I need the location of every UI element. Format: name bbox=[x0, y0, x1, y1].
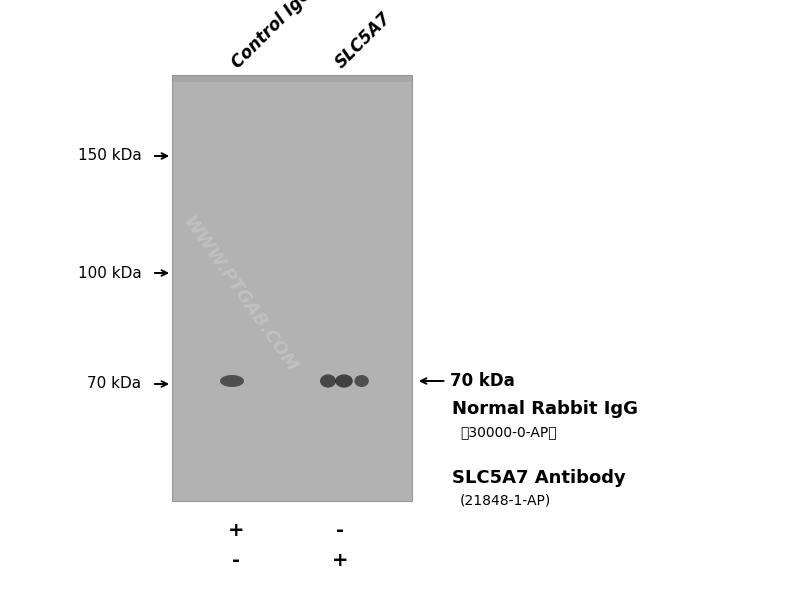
Text: SLC5A7 Antibody: SLC5A7 Antibody bbox=[452, 469, 626, 487]
Bar bbox=[172, 75, 412, 501]
Text: Normal Rabbit IgG: Normal Rabbit IgG bbox=[452, 400, 638, 418]
Text: -: - bbox=[232, 551, 240, 571]
Text: (21848-1-AP): (21848-1-AP) bbox=[460, 494, 551, 508]
Ellipse shape bbox=[320, 374, 336, 388]
Text: 70 kDa: 70 kDa bbox=[450, 372, 515, 390]
Ellipse shape bbox=[335, 374, 353, 388]
Text: -: - bbox=[336, 521, 344, 541]
Text: SLC5A7: SLC5A7 bbox=[332, 9, 395, 72]
Text: 70 kDa: 70 kDa bbox=[87, 377, 142, 391]
Ellipse shape bbox=[220, 375, 244, 387]
Text: WWW.PTGAB.COM: WWW.PTGAB.COM bbox=[179, 212, 301, 376]
Text: +: + bbox=[332, 551, 348, 571]
Text: Control IgG: Control IgG bbox=[228, 0, 316, 72]
Text: 150 kDa: 150 kDa bbox=[78, 148, 142, 163]
Ellipse shape bbox=[354, 375, 369, 387]
Text: +: + bbox=[228, 521, 244, 541]
Bar bbox=[172, 75, 412, 82]
Text: 100 kDa: 100 kDa bbox=[78, 265, 142, 280]
Text: （30000-0-AP）: （30000-0-AP） bbox=[460, 425, 557, 439]
